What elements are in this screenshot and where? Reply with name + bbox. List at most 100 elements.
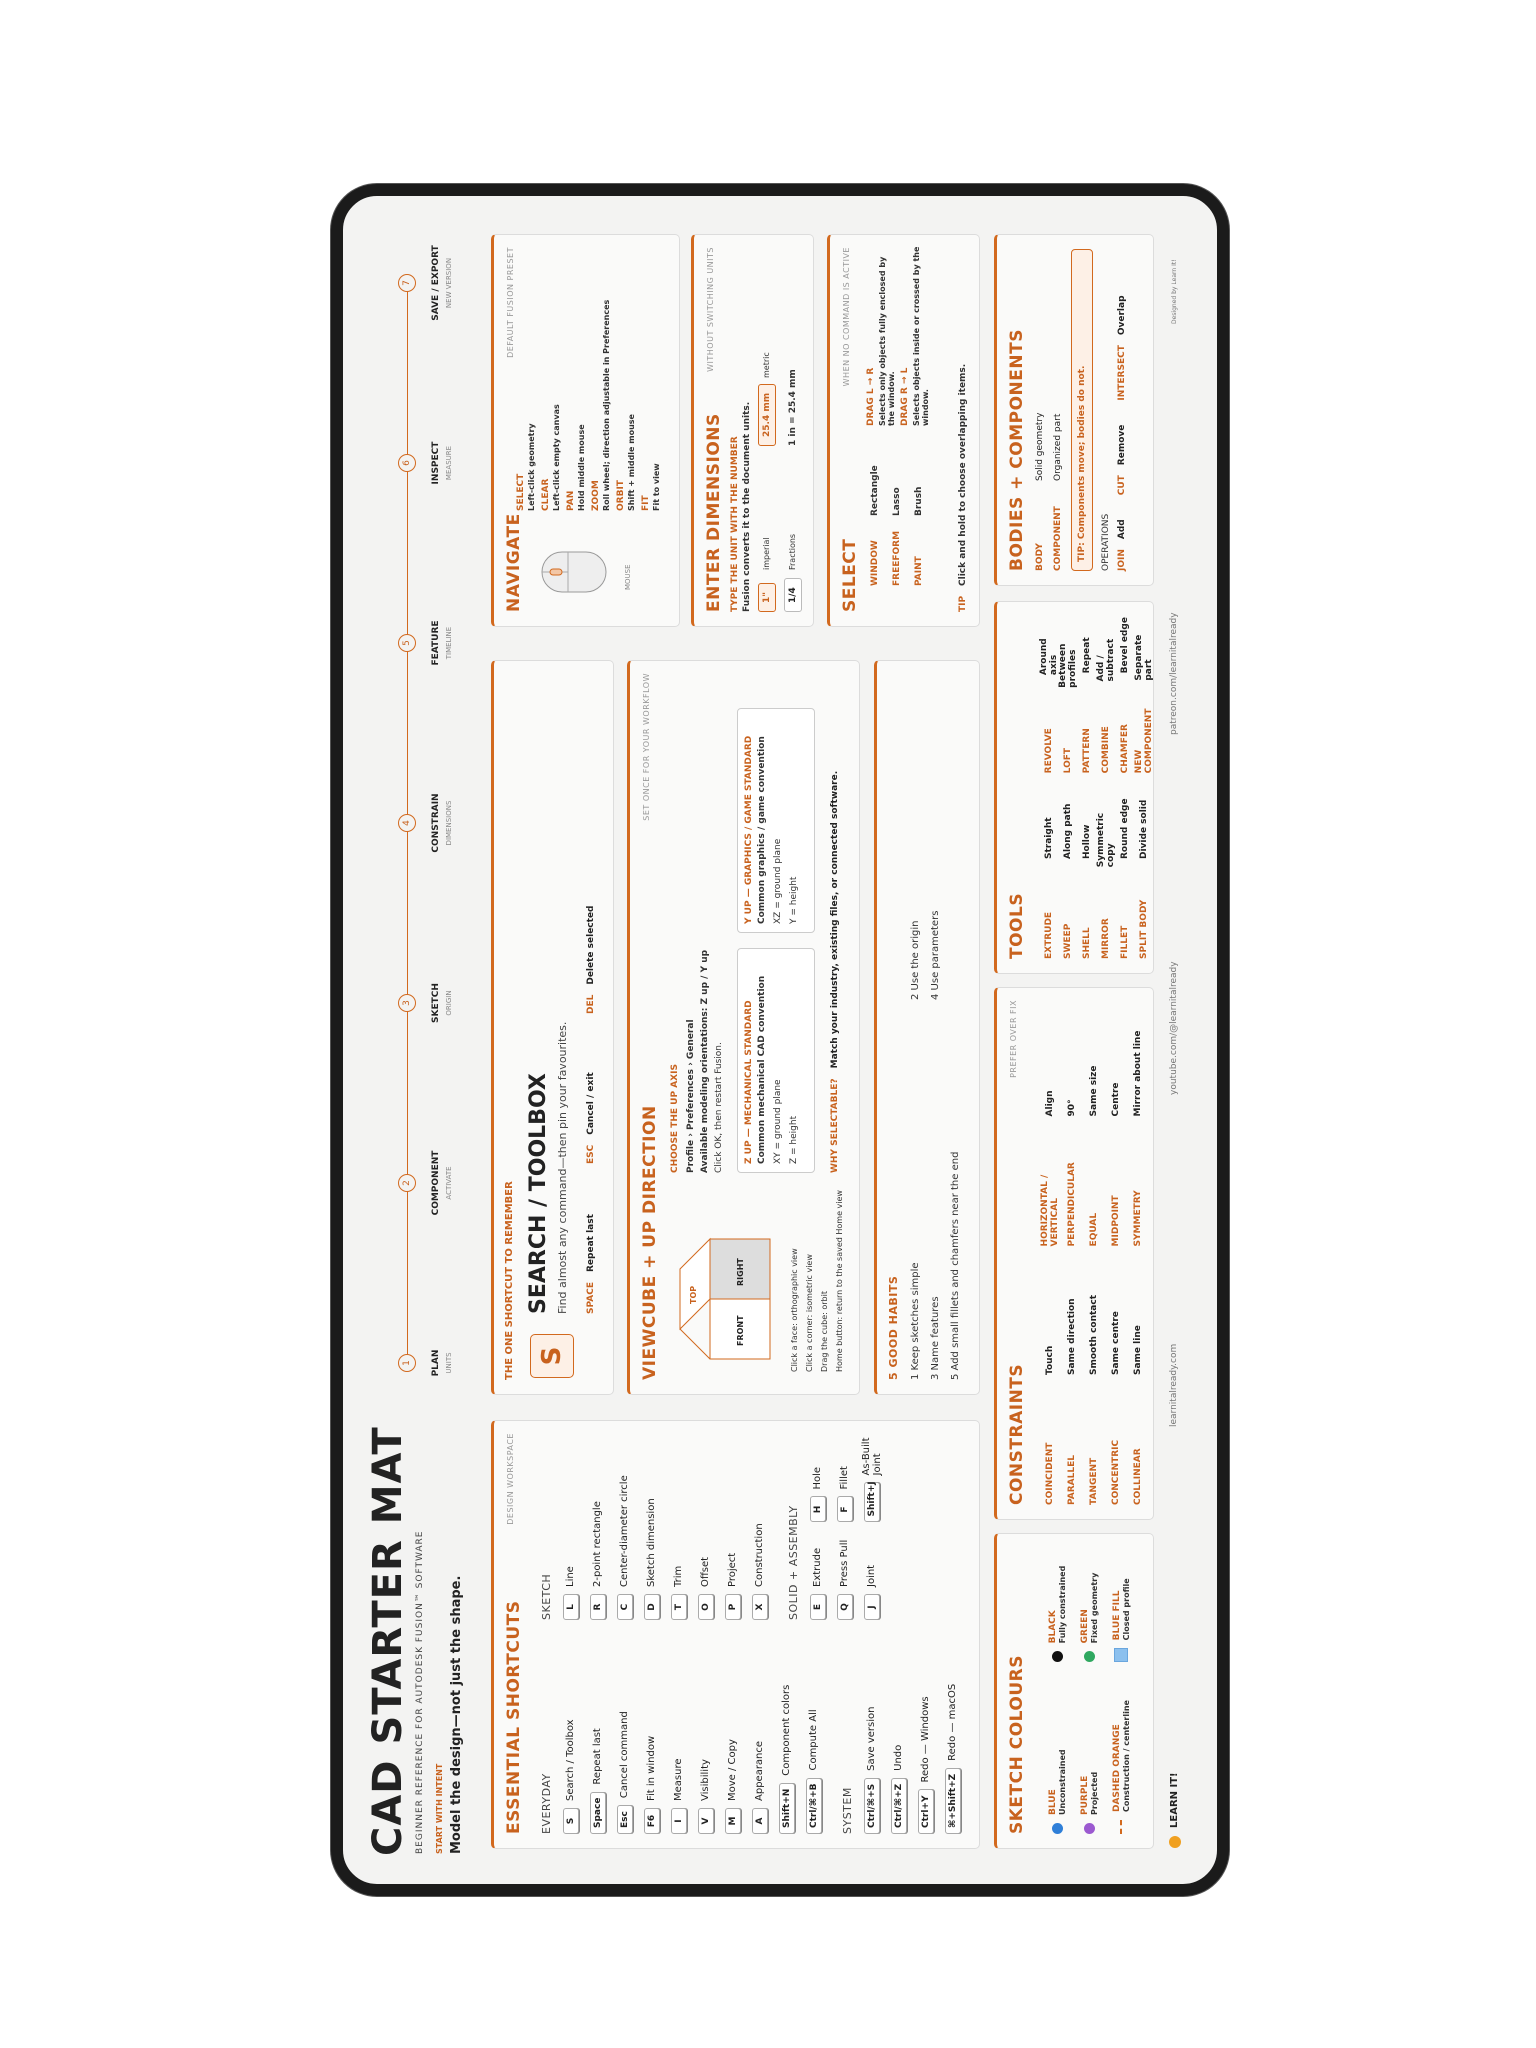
drag-detail: Selects only objects fully enclosed by t… [878, 256, 896, 426]
mouse [538, 542, 622, 602]
shortcut-label: 2-point rectangle [592, 1501, 603, 1587]
key-cap: F6 [643, 1808, 660, 1834]
term-name: HORIZONTAL / VERTICAL [1040, 1174, 1060, 1247]
nav-action: PAN [566, 490, 576, 511]
shortcut-label: Line [565, 1566, 576, 1587]
op-name: CUT [1117, 475, 1127, 496]
op-meaning: Remove [1117, 424, 1127, 466]
body-term: COMPONENT Organized part [1053, 249, 1063, 571]
shortcut-row: Ctrl/⌘+Z Undo [885, 1624, 912, 1834]
term-meaning: Between profiles [1057, 643, 1078, 688]
term: FILLET Round edge [1115, 793, 1134, 959]
shortcut-label: Center-diameter circle [619, 1475, 630, 1587]
shortcuts-panel: ESSENTIAL SHORTCUTS DESIGN WORKSPACE EVERY… [491, 1420, 980, 1849]
term-name: FILLET [1119, 925, 1130, 959]
nav-action: ORBIT [616, 480, 626, 511]
select-tool: Rectangle [870, 465, 880, 516]
step-detail: MEASURE [445, 445, 453, 481]
shortcut-row: Ctrl/⌘+B Compute All [800, 1624, 827, 1834]
extra-label: Cancel / exit [586, 1072, 596, 1135]
colour-name: BLACK [1047, 1610, 1058, 1644]
habit: 1 Keep sketches simple [910, 1262, 921, 1380]
term: PATTERN Repeat [1077, 616, 1096, 773]
op-meaning: Overlap [1117, 295, 1127, 336]
bodies-panel: BODIES + COMPONENTS BODY Solid geometry COM… [994, 234, 1154, 586]
habit-list: 1 Keep sketches simple 2 Use the origin 3 … [910, 675, 970, 1380]
cube-tip: Home button: return to the saved Home vi… [835, 1190, 844, 1372]
term: SYMMETRY Mirror about line [1127, 1002, 1149, 1247]
one-shortcut-panel: THE ONE SHORTCUT TO REMEMBER S SEARCH / TO… [491, 660, 614, 1395]
operations-label: OPERATIONS [1101, 513, 1111, 571]
panel-note: SET ONCE FOR YOUR WORKFLOW [642, 673, 651, 821]
habit: 3 Name features [930, 1296, 941, 1380]
term: COINCIDENT Touch [1039, 1266, 1061, 1505]
operation: INTERSECT Overlap [1117, 295, 1127, 400]
term-name: SWEEP [1062, 923, 1073, 959]
why-text: Match your industry, existing files, or … [830, 770, 840, 1069]
select-tool: Lasso [892, 487, 902, 516]
term: PARALLEL Same direction [1061, 1266, 1083, 1505]
term-meaning: Align [1045, 1090, 1055, 1117]
unit-label: imperial [762, 537, 771, 570]
standard-ground: XY = ground plane [773, 1079, 783, 1164]
term: SWEEP Along path [1058, 793, 1077, 959]
shortcut-column: SKETCH L Line R 2-point rectangle C Center-dia… [534, 1425, 885, 1620]
term-name: CONCENTRIC [1111, 1439, 1121, 1505]
term-list: EXTRUDE Straight SWEEP Along path SHELL Hollo… [1039, 616, 1154, 959]
term: MIRROR Symmetric copy [1096, 793, 1116, 959]
panel-note: WHEN NO COMMAND IS ACTIVE [842, 247, 851, 387]
key-cap: Ctrl/⌘+B [805, 1777, 822, 1834]
term: CONCENTRIC Same centre [1105, 1266, 1127, 1505]
up-axis-path: Profile › Preferences › General [686, 1019, 696, 1173]
colour-swatch [1114, 1648, 1128, 1663]
step-number: 5 [398, 634, 416, 652]
shortcut-label: Measure [673, 1758, 684, 1802]
panel-title: TOOLS [1007, 892, 1027, 959]
colour-item: BLUE Unconstrained [1041, 1682, 1073, 1834]
term: MIDPOINT Centre [1105, 1002, 1127, 1246]
group-heading: SOLID + ASSEMBLY [787, 1505, 800, 1620]
footer-link: learnitalready.com [1169, 1343, 1179, 1427]
shortcut-row: C Center-diameter circle [611, 1425, 638, 1620]
intent: Model the design—not just the shape. [449, 1575, 464, 1854]
shortcut-row: A Appearance [746, 1624, 773, 1834]
step-detail: ORIGIN [445, 990, 453, 1016]
shortcut-row: L Line [557, 1425, 584, 1620]
tip: Click and hold to choose overlapping ite… [958, 363, 968, 586]
term-name: SYMMETRY [1133, 1190, 1143, 1247]
tip-label: TIP [958, 595, 968, 612]
colour-text: BLUE FILL Closed profile [1112, 1578, 1131, 1640]
shortcut-label: Press Pull [839, 1539, 850, 1587]
standard-height: Y = height [789, 876, 799, 924]
step-detail: DIMENSIONS [445, 800, 453, 846]
extra-key: SPACE [586, 1282, 596, 1314]
colour-meaning: Fixed geometry [1089, 1572, 1099, 1644]
term-name: PATTERN [1081, 728, 1092, 774]
term-meaning: Same size [1089, 1065, 1099, 1117]
key-cap: D [643, 1594, 660, 1620]
shortcut-list: L Line R 2-point rectangle C Center-diameter … [557, 1425, 773, 1620]
unit-label: Fractions [788, 533, 797, 570]
key-cap: R [589, 1594, 606, 1620]
shortcut-label: Extrude [812, 1547, 823, 1587]
shortcut-row: E Extrude [804, 1523, 831, 1620]
key-cap: Shift+J [863, 1481, 880, 1523]
term: CHAMFER Bevel edge [1115, 616, 1134, 773]
term: SHELL Hollow [1077, 793, 1096, 959]
cube-tip: Drag the cube: orbit [820, 1291, 829, 1372]
colour-swatch [1051, 1823, 1063, 1834]
colour-text: PURPLE Projected [1080, 1772, 1099, 1815]
shortcut-row: ⌘+Shift+Z Redo — macOS [939, 1624, 966, 1834]
shortcut-label: Appearance [754, 1740, 765, 1801]
footer-link: patreon.com/learnitalready [1169, 612, 1179, 735]
navigate-panel: NAVIGATE DEFAULT FUSION PRESET MOUSE SELECT… [491, 234, 680, 627]
term-meaning: 90° [1067, 1099, 1077, 1117]
big-title: SEARCH / TOOLBOX [526, 1073, 551, 1314]
shortcut-row: X Construction [746, 1425, 773, 1620]
colour-text: BLUE Unconstrained [1048, 1749, 1067, 1815]
drag-detail: Selects objects inside or crossed by the… [912, 246, 930, 426]
term: EXTRUDE Straight [1039, 793, 1058, 959]
shortcut-label: Cancel command [619, 1711, 630, 1799]
step-name: PLAN [431, 1349, 441, 1377]
